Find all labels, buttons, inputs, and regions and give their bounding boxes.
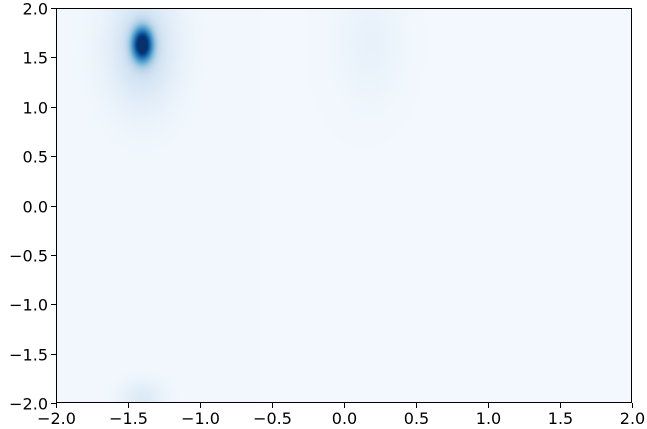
y-tick-label: −1.5 [9, 346, 48, 365]
y-tick-label: 1.0 [23, 99, 48, 118]
x-axis: −2.0 −1.5 −1.0 −0.5 0.0 0.5 1.0 1.5 2.0 [37, 403, 645, 428]
x-tick-label: 1.0 [476, 409, 501, 428]
x-tick-label: 0.0 [332, 409, 357, 428]
y-tick-label: −1.0 [9, 296, 48, 315]
x-tick-label: 1.5 [548, 409, 573, 428]
x-tick-label: −2.0 [37, 409, 76, 428]
x-tick-label: 2.0 [620, 409, 645, 428]
x-tick-label: 0.5 [404, 409, 429, 428]
y-tick-label: 0.0 [23, 198, 48, 217]
x-tick-label: −0.5 [253, 409, 292, 428]
y-tick-label: −2.0 [9, 395, 48, 414]
x-tick-label: −1.5 [109, 409, 148, 428]
y-tick-label: 1.5 [23, 49, 48, 68]
y-axis: −2.0 −1.5 −1.0 −0.5 0.0 0.5 1.0 1.5 2.0 [9, 0, 56, 414]
plot-frame [56, 8, 632, 403]
y-tick-label: 2.0 [23, 0, 48, 19]
plot-area [56, 8, 632, 403]
density-heatmap [56, 8, 632, 403]
x-tick-label: −1.0 [181, 409, 220, 428]
y-tick-label: −0.5 [9, 247, 48, 266]
y-tick-label: 0.5 [23, 148, 48, 167]
